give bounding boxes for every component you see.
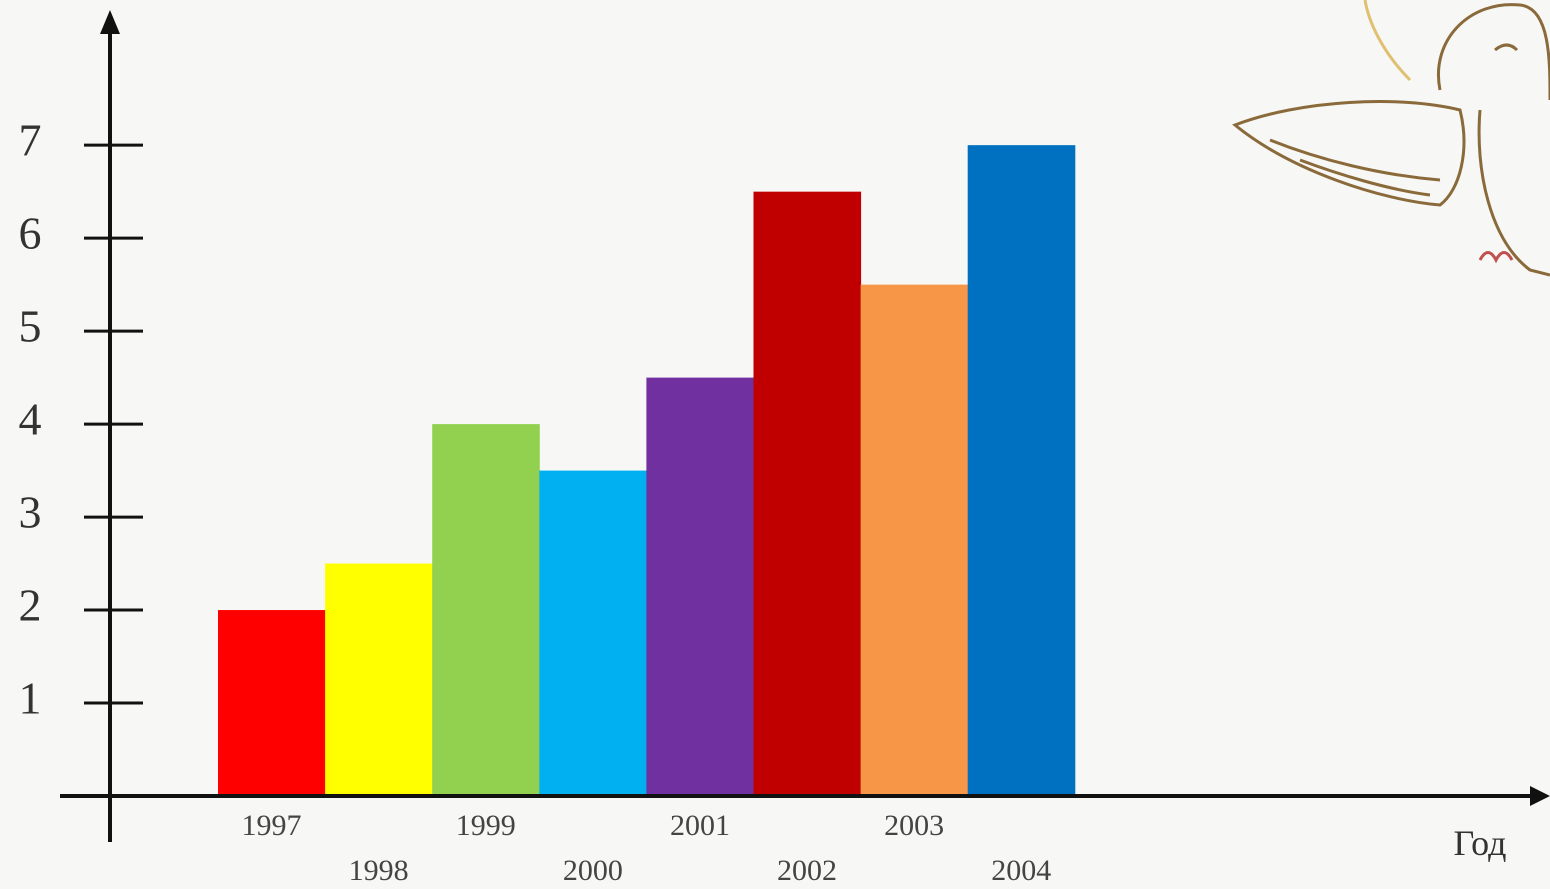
- x-tick-label: 2003: [884, 809, 944, 842]
- y-tick-label: 5: [19, 301, 42, 352]
- bar: [646, 377, 754, 796]
- x-tick-label: 2000: [563, 854, 623, 887]
- bar: [432, 424, 540, 796]
- x-tick-label: 1998: [349, 854, 409, 887]
- bar: [753, 191, 862, 796]
- owl-illustration: [1232, 0, 1550, 277]
- x-axis-arrow: [1530, 786, 1550, 806]
- y-tick-label: 4: [19, 394, 42, 445]
- x-tick-label: 2001: [670, 809, 730, 842]
- y-tick-label: 1: [19, 673, 42, 724]
- y-tick-label: 6: [19, 208, 42, 259]
- y-tick-label: 2: [19, 580, 42, 631]
- bar: [218, 610, 326, 796]
- y-tick-label: 3: [19, 487, 42, 538]
- bar: [325, 563, 433, 796]
- y-tick-label: 7: [19, 115, 42, 166]
- bar: [539, 470, 647, 796]
- bar: [967, 145, 1076, 796]
- x-tick-label: 1999: [456, 809, 516, 842]
- x-tick-label: 2002: [777, 854, 837, 887]
- x-tick-label: 2004: [991, 854, 1051, 887]
- y-axis-arrow: [100, 10, 120, 34]
- x-tick-label: 1997: [242, 809, 302, 842]
- x-axis-label: Год: [1454, 823, 1507, 863]
- bar: [860, 284, 969, 796]
